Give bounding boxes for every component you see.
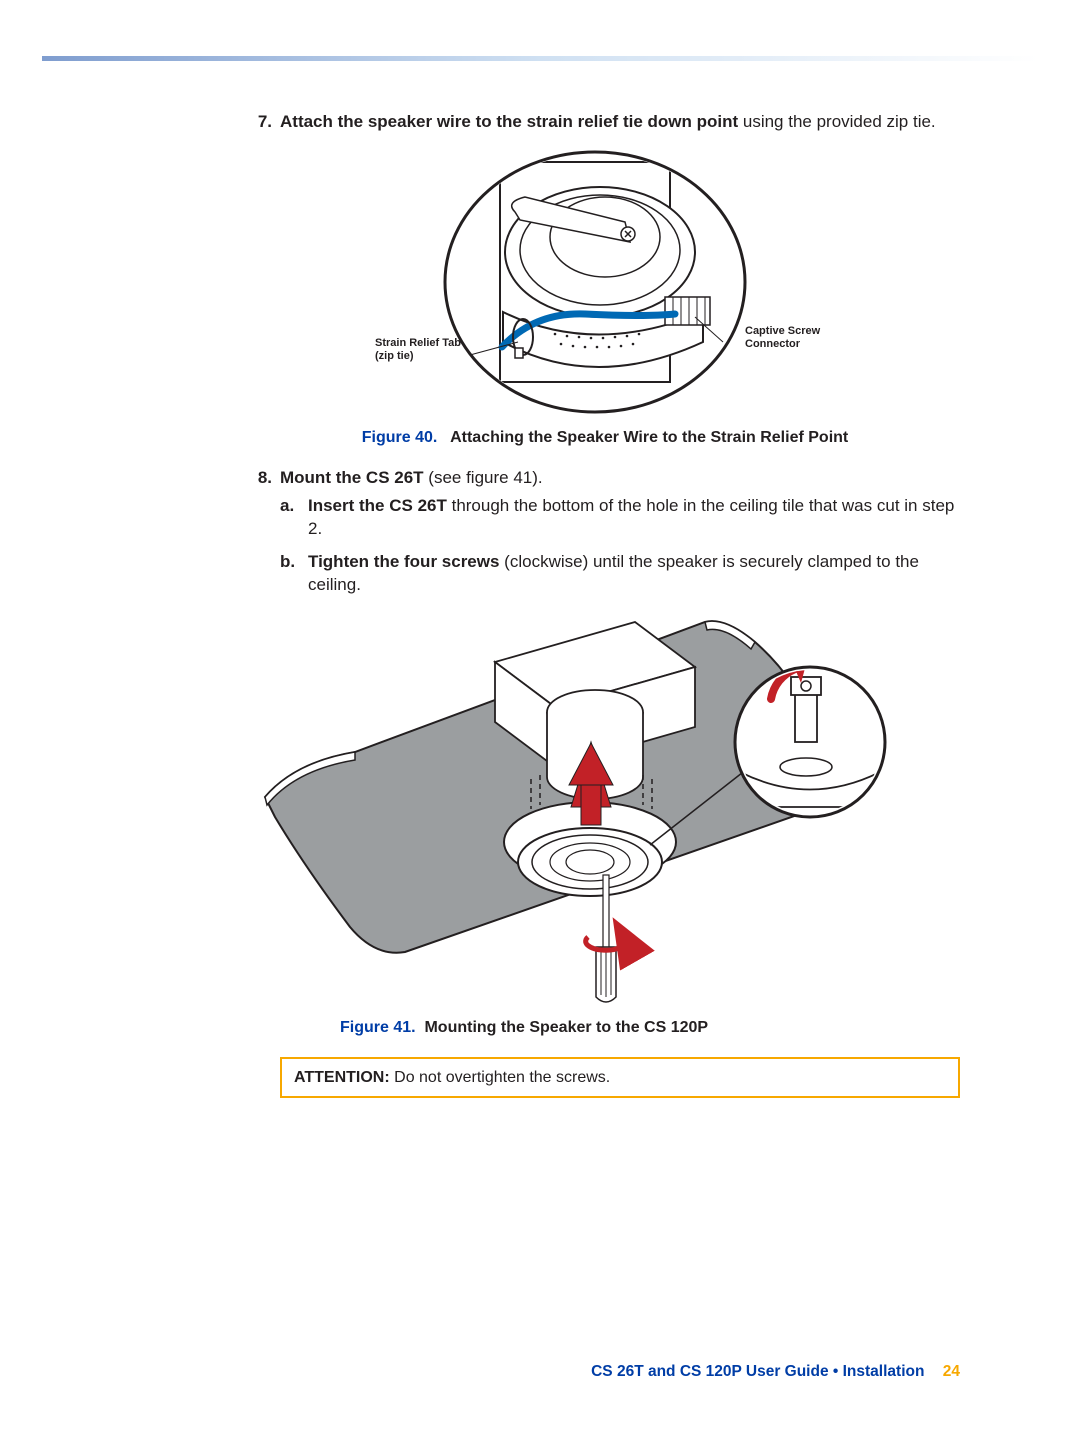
figure-41-image xyxy=(190,607,960,1007)
figure-40-image: Strain Relief Tab (zip tie) Captive Scre… xyxy=(230,142,960,417)
figure-40-prefix: Figure 40. xyxy=(362,429,438,446)
step-8-number: 8. xyxy=(250,467,280,490)
step-8b-bold: Tighten the four screws xyxy=(308,552,499,571)
step-8b: b. Tighten the four screws (clockwise) u… xyxy=(280,551,960,597)
figure-40-label-right: Captive Screw Connector xyxy=(745,325,845,350)
step-8a: a. Insert the CS 26T through the bottom … xyxy=(280,495,960,541)
step-8-bold: Mount the CS 26T xyxy=(280,468,424,487)
attention-label: ATTENTION: xyxy=(294,1069,390,1086)
f40-label-right-line2: Connector xyxy=(745,338,800,350)
attention-box: ATTENTION: Do not overtighten the screws… xyxy=(280,1057,960,1099)
content-area: 7. Attach the speaker wire to the strain… xyxy=(0,61,1080,1098)
figure-40-label-left: Strain Relief Tab (zip tie) xyxy=(375,337,475,362)
page: 7. Attach the speaker wire to the strain… xyxy=(0,56,1080,1453)
step-7-rest: using the provided zip tie. xyxy=(738,112,936,131)
step-7-number: 7. xyxy=(250,111,280,134)
step-8: 8. Mount the CS 26T (see figure 41). xyxy=(250,467,960,490)
step-8b-text: Tighten the four screws (clockwise) unti… xyxy=(308,551,960,597)
step-7: 7. Attach the speaker wire to the strain… xyxy=(250,111,960,134)
step-8-rest: (see figure 41). xyxy=(424,468,543,487)
figure-41-caption: Figure 41. Mounting the Speaker to the C… xyxy=(250,1017,960,1039)
footer-text: CS 26T and CS 120P User Guide • Installa… xyxy=(591,1363,924,1380)
f40-label-left-line2: (zip tie) xyxy=(375,350,414,362)
figure-41-title: Mounting the Speaker to the CS 120P xyxy=(424,1019,708,1036)
step-8a-letter: a. xyxy=(280,495,308,541)
figure-40-title: Attaching the Speaker Wire to the Strain… xyxy=(450,429,848,446)
step-7-text: Attach the speaker wire to the strain re… xyxy=(280,111,960,134)
step-7-bold: Attach the speaker wire to the strain re… xyxy=(280,112,738,131)
step-8a-bold: Insert the CS 26T xyxy=(308,496,447,515)
step-8-text: Mount the CS 26T (see figure 41). xyxy=(280,467,960,490)
f40-label-right-line1: Captive Screw xyxy=(745,325,820,337)
step-8a-text: Insert the CS 26T through the bottom of … xyxy=(308,495,960,541)
attention-text: Do not overtighten the screws. xyxy=(390,1069,611,1086)
figure-40-caption: Figure 40. Attaching the Speaker Wire to… xyxy=(250,427,960,449)
step-8b-letter: b. xyxy=(280,551,308,597)
page-footer: CS 26T and CS 120P User Guide • Installa… xyxy=(591,1363,960,1381)
footer-page-number: 24 xyxy=(929,1363,960,1380)
figure-41-prefix: Figure 41. xyxy=(340,1019,416,1036)
f40-label-left-line1: Strain Relief Tab xyxy=(375,337,461,349)
